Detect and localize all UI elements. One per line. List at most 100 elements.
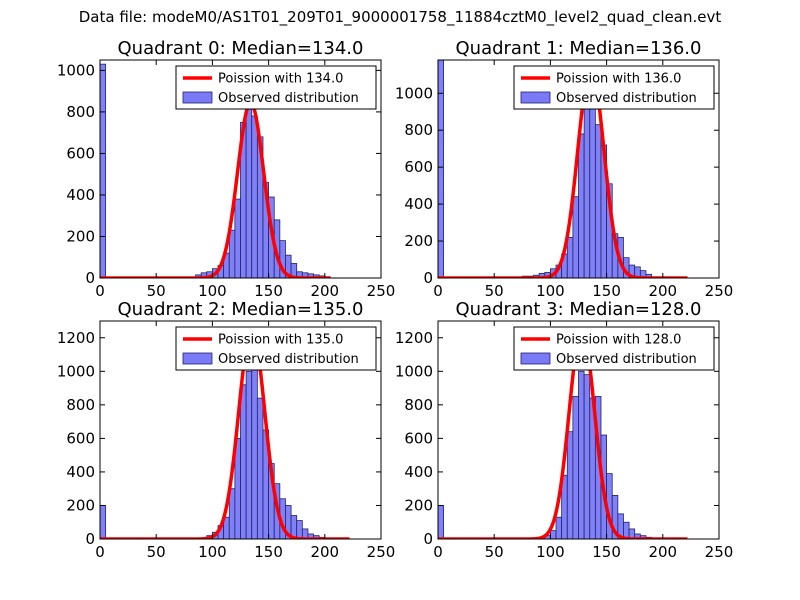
y-tick-label: 1200	[395, 329, 433, 347]
x-tick-label: 150	[254, 543, 283, 561]
x-tick-label: 250	[705, 543, 734, 561]
y-tick-label: 200	[66, 496, 95, 514]
y-tick-label: 400	[66, 186, 95, 204]
x-tick-label: 200	[648, 543, 677, 561]
histogram-bar	[245, 101, 253, 278]
x-tick-label: 50	[485, 543, 504, 561]
histogram-bar	[566, 236, 574, 278]
histogram-bar	[438, 60, 445, 278]
legend-bar-label: Observed distribution	[218, 352, 359, 367]
legend-bar-label: Observed distribution	[556, 91, 697, 106]
quadrant-3-chart: 0 50 100 150 200 250 0 200 400 600 800 1000 1200 Quad…	[395, 299, 734, 561]
histogram-bar	[555, 516, 563, 539]
x-tick-label: 100	[536, 282, 565, 300]
x-tick-label: 250	[367, 282, 396, 300]
histogram-bar	[589, 91, 596, 278]
histogram-bar	[572, 196, 579, 278]
x-tick-label: 150	[254, 282, 283, 300]
y-tick-label: 400	[404, 195, 433, 213]
legend-line-label: Poission with 134.0	[218, 72, 343, 87]
quadrant-2-chart: 0 50 100 150 200 250 0 200 400 600 800 1000 1200 Quad…	[57, 299, 396, 561]
legend-line-label: Poission with 128.0	[556, 333, 681, 348]
y-tick-label: 600	[404, 158, 433, 176]
y-tick-label: 0	[423, 530, 433, 548]
histogram-bar	[100, 63, 107, 278]
axes-frame	[99, 59, 382, 279]
legend-bar-label: Observed distribution	[218, 91, 359, 106]
histogram-bar	[438, 505, 445, 539]
chart-title: Quadrant 2: Median=135.0	[118, 299, 364, 320]
histogram-bar	[245, 370, 253, 539]
legend: Poission with 136.0 Observed distribution	[513, 65, 715, 110]
histogram-bar	[566, 431, 574, 539]
legend-line-label: Poission with 136.0	[556, 72, 681, 87]
y-tick-label: 200	[66, 227, 95, 245]
chart-title: Quadrant 1: Median=136.0	[456, 38, 702, 59]
axes-frame	[437, 59, 720, 279]
y-tick-label: 800	[66, 396, 95, 414]
y-tick-label: 200	[404, 232, 433, 250]
legend-bar-swatch	[520, 91, 551, 104]
x-tick-label: 200	[310, 543, 339, 561]
histogram-bar	[240, 384, 247, 539]
y-tick-label: 0	[85, 269, 95, 287]
histogram-bar	[256, 397, 264, 539]
legend: Poission with 134.0 Observed distribution	[175, 65, 377, 110]
histogram-bar	[290, 263, 298, 278]
x-tick-label: 200	[648, 282, 677, 300]
histogram-bar	[296, 520, 303, 539]
histogram-bar	[594, 124, 602, 278]
y-tick-label: 800	[66, 103, 95, 121]
y-tick-label: 800	[404, 121, 433, 139]
x-tick-label: 50	[147, 543, 166, 561]
legend-bar-swatch	[182, 91, 213, 104]
legend-line-label: Poission with 135.0	[218, 333, 343, 348]
x-tick-label: 50	[147, 282, 166, 300]
plot-area	[100, 327, 351, 539]
y-tick-label: 0	[85, 530, 95, 548]
x-tick-label: 100	[198, 543, 227, 561]
histogram-bar	[550, 530, 557, 539]
histogram-bar	[251, 354, 258, 539]
histogram-bar	[578, 370, 585, 539]
legend: Poission with 135.0 Observed distribution	[175, 326, 377, 371]
x-tick-label: 0	[95, 282, 105, 300]
histogram-bar	[583, 105, 591, 278]
histogram-bar	[578, 133, 585, 278]
y-tick-label: 400	[66, 463, 95, 481]
histogram-bar	[572, 396, 579, 539]
legend-bar-swatch	[182, 352, 213, 365]
x-tick-label: 250	[367, 543, 396, 561]
y-tick-label: 600	[66, 429, 95, 447]
histogram-bar	[251, 115, 258, 278]
poisson-curve	[438, 327, 689, 539]
y-tick-label: 800	[404, 396, 433, 414]
x-tick-label: 0	[95, 543, 105, 561]
axes-frame	[437, 320, 720, 540]
legend-bar-swatch	[520, 352, 551, 365]
y-tick-label: 400	[404, 463, 433, 481]
histogram-bar	[234, 198, 241, 278]
y-tick-label: 1000	[57, 61, 95, 79]
x-tick-label: 150	[592, 543, 621, 561]
quadrant-1-chart: 0 50 100 150 200 250 0 200 400 600 800 1000 Quadrant…	[395, 38, 734, 300]
x-tick-label: 0	[433, 282, 443, 300]
quadrant-0-chart: 0 50 100 150 200 250 0 200 400 600 800 1000 Quadrant…	[57, 38, 396, 300]
chart-title: Quadrant 0: Median=134.0	[118, 38, 364, 59]
y-tick-label: 600	[66, 144, 95, 162]
figure-title: Data file: modeM0/AS1T01_209T01_90000017…	[78, 8, 722, 26]
x-tick-label: 50	[485, 282, 504, 300]
legend: Poission with 128.0 Observed distribution	[513, 326, 715, 371]
x-tick-label: 200	[310, 282, 339, 300]
histogram-bar	[583, 374, 591, 539]
y-tick-label: 1000	[395, 362, 433, 380]
poisson-curve	[100, 100, 332, 278]
axes-frame	[99, 320, 382, 540]
x-tick-label: 150	[592, 282, 621, 300]
x-tick-label: 0	[433, 543, 443, 561]
y-tick-label: 200	[404, 496, 433, 514]
x-tick-label: 250	[705, 282, 734, 300]
legend-bar-label: Observed distribution	[556, 352, 697, 367]
y-tick-label: 1000	[395, 84, 433, 102]
